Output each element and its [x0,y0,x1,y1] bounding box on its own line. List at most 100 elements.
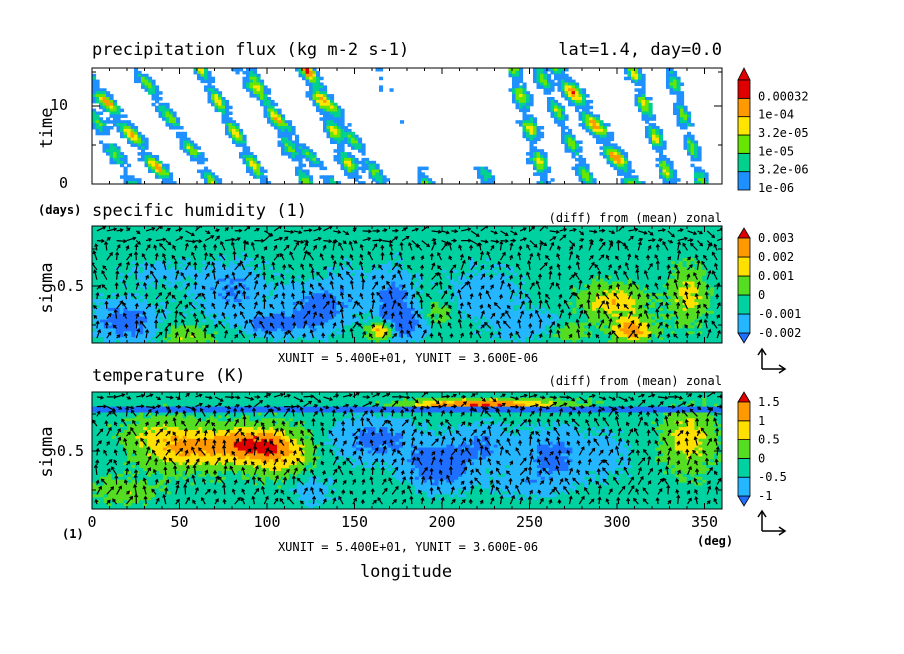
field-cell [344,261,349,265]
field-cell [533,240,538,245]
field-cell [347,128,352,133]
field-cell [139,240,144,245]
field-cell [253,252,258,256]
field-cell [639,272,644,277]
field-cell [560,252,566,256]
field-cell [580,275,585,280]
field-cell [450,252,455,256]
field-cell [454,258,459,262]
field-cell [109,160,114,165]
field-cell [438,237,444,242]
field-cell [536,166,541,171]
field-cell [355,249,361,253]
field-cell [501,231,507,236]
field-cell [666,181,671,184]
field-cell [249,258,255,262]
field-cell [676,105,681,110]
field-cell [139,249,144,253]
field-cell [375,264,381,268]
field-cell [564,243,570,248]
field-cell [669,169,674,173]
field-cell [235,137,240,142]
field-cell [363,261,369,265]
field-cell [383,252,388,256]
field-cell [446,228,451,233]
field-cell [99,126,104,130]
field-cell [340,134,345,139]
field-cell [666,163,671,168]
field-cell [525,226,530,230]
field-cell [525,255,530,259]
field-cell [676,120,681,124]
field-cell [521,269,526,274]
field-cell [372,178,377,182]
field-cell [288,155,293,159]
field-cell [233,234,239,239]
field-cell [673,169,678,173]
field-cell [564,131,569,136]
field-cell [375,243,381,248]
field-cell [525,272,530,277]
field-cell [424,175,429,179]
field-cell [584,261,589,265]
field-cell [606,152,611,156]
field-cell [144,73,149,78]
field-cell [513,266,518,271]
field-cell [320,264,325,268]
field-cell [328,261,333,265]
field-cell [281,234,286,239]
field-cell [326,99,331,104]
field-cell [218,237,223,242]
field-cell [249,152,254,156]
field-cell [204,166,209,171]
field-cell [316,108,321,113]
field-cell [584,255,589,259]
field-cell [694,228,699,233]
field-cell [592,275,597,280]
field-cell [613,155,618,159]
field-cell [585,166,590,171]
field-cell [330,114,335,118]
field-cell [493,266,499,271]
field-cell [623,266,629,271]
field-cell [619,264,625,268]
field-cell [519,108,524,113]
field-cell [165,114,170,118]
field-cell [571,79,576,84]
field-cell [300,258,306,262]
field-cell [470,234,475,239]
field-cell [165,175,170,179]
field-cell [659,234,664,239]
field-cell [211,99,216,104]
field-cell [666,175,671,179]
field-cell [683,111,688,115]
field-cell [144,88,149,92]
field-cell [575,94,580,98]
field-cell [113,111,118,115]
field-cell [237,234,243,239]
field-cell [585,175,590,179]
field-cell [210,243,215,248]
field-cell [641,76,646,81]
field-cell [670,258,676,262]
field-cell [554,102,559,107]
field-cell [690,137,695,142]
field-cell [395,240,400,245]
field-cell [454,246,459,250]
field-cell [710,237,715,242]
field-cell [517,243,522,248]
field-cell [242,82,247,86]
field-cell [552,240,558,245]
field-cell [462,252,467,256]
field-cell [211,94,216,98]
field-cell [407,249,412,253]
field-cell [95,246,101,250]
field-cell [438,249,444,253]
field-cell [127,272,132,277]
field-cell [422,264,428,268]
field-cell [174,255,180,259]
field-cell [446,272,451,277]
field-cell [485,228,491,233]
field-cell [434,261,440,265]
